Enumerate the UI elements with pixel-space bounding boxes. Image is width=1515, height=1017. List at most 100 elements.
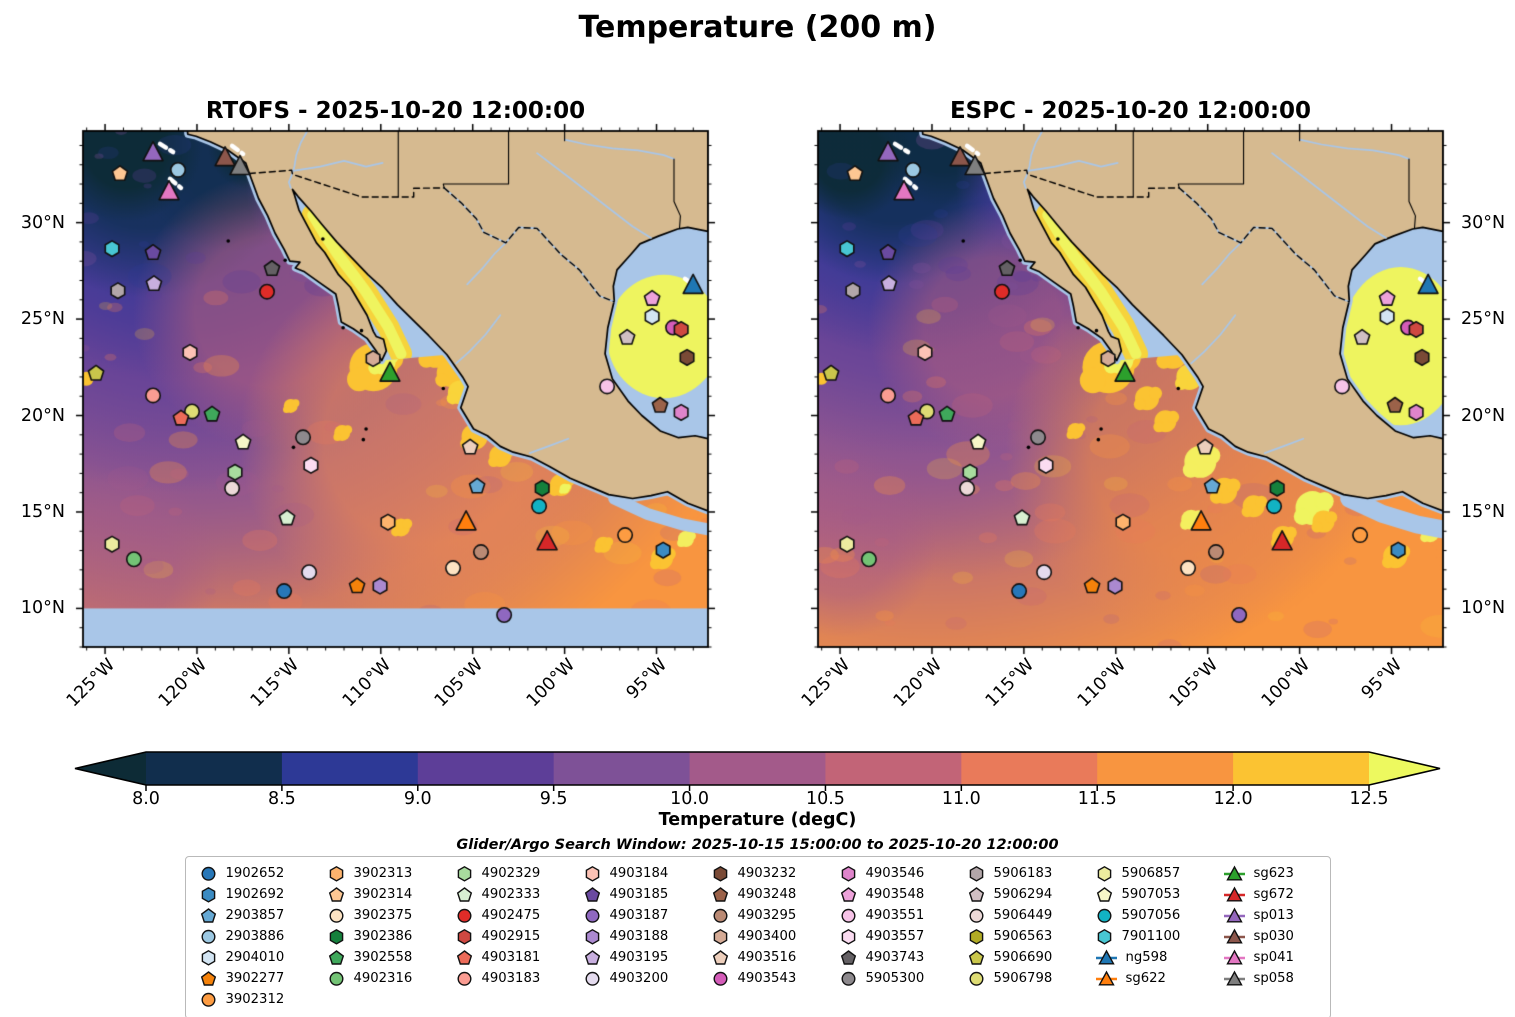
colorbar-tick-label: 10.0 [670,789,710,809]
hexagon-marker-icon [1097,865,1111,882]
legend-item-5906857: 5906857 [1096,863,1220,884]
lon-tick-label: 105°W [430,655,487,712]
colorbar-tick-label: 9.0 [403,789,432,809]
legend-item-label: 3902312 [225,992,285,1007]
legend-item-label: 4902316 [353,971,413,986]
legend-item-4902475: 4902475 [456,905,580,926]
lon-tick-label: 125°W [798,655,855,712]
pentagon-marker-icon [584,949,600,965]
legend-item-label: 4902915 [481,929,541,944]
legend-item-5906563: 5906563 [968,926,1092,947]
legend-item-5907056: 5907056 [1096,905,1220,926]
legend-item-1902652: 1902652 [200,863,324,884]
hexagon-marker-icon [713,928,727,945]
circle-marker-icon [1096,908,1112,923]
lat-tick-label: 15°N [1461,501,1506,522]
pentagon-marker-icon [712,886,728,902]
lon-tick-label: 95°W [622,655,671,704]
circle-marker-icon [200,929,216,944]
legend-item-4903400: 4903400 [712,926,836,947]
legend-item-label: 5907053 [1121,887,1181,902]
circle-marker-icon [968,971,984,986]
pentagon-marker-icon [968,886,984,902]
pentagon-marker-icon [840,886,856,902]
legend-item-4903543: 4903543 [712,968,836,989]
legend-item-label: 4903195 [609,950,669,965]
colorbar-tick-label: 12.0 [1213,789,1253,809]
lat-tick-label: 20°N [20,405,65,426]
hexagon-marker-icon [841,865,855,882]
rtofs-map-canvas [73,121,718,657]
legend-item-label: 1902652 [225,866,285,881]
circle-marker-icon [328,971,344,986]
colorbar-over-arrow [1369,752,1440,785]
legend-column: 1902652 1902692 2903857 2903886 2904010 39022… [200,863,324,1010]
legend-item-label: 2903886 [225,929,285,944]
legend-column: 4902329 4902333 4902475 4902915 4903181 49031… [456,863,580,1010]
legend-item-label: 4902329 [481,866,541,881]
circle-marker-icon [328,908,344,923]
legend-column: 4903184 4903185 4903187 4903188 4903195 49032… [584,863,708,1010]
rtofs-map-panel: RTOFS - 2025-10-20 12:00:00 125°W 120°W 11… [21,98,718,711]
espc-map-canvas [808,121,1453,657]
pentagon-marker-icon [328,886,344,902]
espc-map-panel: ESPC - 2025-10-20 12:00:00 125°W 120°W 115… [798,98,1505,711]
glider-marker-icon [1223,907,1245,923]
legend-item-sg672: sg672 [1223,884,1316,905]
colorbar-tick-label: 10.5 [805,789,845,809]
legend-item-sg623: sg623 [1223,863,1316,884]
legend-item-label: sp030 [1253,929,1294,944]
legend-item-7901100: 7901100 [1096,926,1220,947]
legend-item-label: 4903548 [865,887,925,902]
hexagon-marker-icon [585,865,599,882]
legend-item-label: sg623 [1253,866,1294,881]
hexagon-marker-icon [329,865,343,882]
lon-tick-label: 120°W [889,655,947,712]
legend-item-3902277: 3902277 [200,968,324,989]
legend-item-4903184: 4903184 [584,863,708,884]
hexagon-marker-icon [457,928,471,945]
legend-item-label: 5906690 [993,950,1053,965]
legend-item-label: 4902475 [481,908,541,923]
legend-item-2903857: 2903857 [200,905,324,926]
pentagon-marker-icon [712,949,728,965]
legend-item-label: sp041 [1253,950,1294,965]
legend-item-5905300: 5905300 [840,968,964,989]
legend-item-4903557: 4903557 [840,926,964,947]
legend-item-5907053: 5907053 [1096,884,1220,905]
legend-item-label: 1902692 [225,887,285,902]
legend-item-label: 4903185 [609,887,669,902]
legend-item-4903248: 4903248 [712,884,836,905]
legend-item-label: 4902333 [481,887,541,902]
legend-item-3902386: 3902386 [328,926,452,947]
colorbar-segment [553,752,691,785]
lon-tick-label: 105°W [1165,655,1222,712]
legend-item-label: 4903181 [481,950,541,965]
glider-marker-icon [1223,928,1245,944]
colorbar-segment [281,752,419,785]
legend-item-4903181: 4903181 [456,947,580,968]
circle-marker-icon [456,971,472,986]
legend-item-5906449: 5906449 [968,905,1092,926]
legend-item-4903295: 4903295 [712,905,836,926]
rtofs-panel-title: RTOFS - 2025-10-20 12:00:00 [205,98,586,124]
legend-item-label: 3902277 [225,971,285,986]
legend-item-label: 7901100 [1121,929,1181,944]
legend-item-label: 4903248 [737,887,797,902]
lon-tick-label: 120°W [154,655,212,712]
glider-marker-icon [1223,949,1245,965]
legend-item-label: 4903516 [737,950,797,965]
colorbar [0,745,1515,795]
legend-item-label: 4903743 [865,950,925,965]
pentagon-marker-icon [328,949,344,965]
legend-column: 3902313 3902314 3902375 3902386 3902558 49023… [328,863,452,1010]
legend-item-4903183: 4903183 [456,968,580,989]
glider-marker-icon [1223,865,1245,881]
legend-item-label: 2904010 [225,950,285,965]
legend-item-3902314: 3902314 [328,884,452,905]
legend-item-label: 3902375 [353,908,413,923]
legend-item-label: 4903232 [737,866,797,881]
pentagon-marker-icon [200,907,216,923]
legend-item-4903516: 4903516 [712,947,836,968]
pentagon-marker-icon [1096,886,1112,902]
